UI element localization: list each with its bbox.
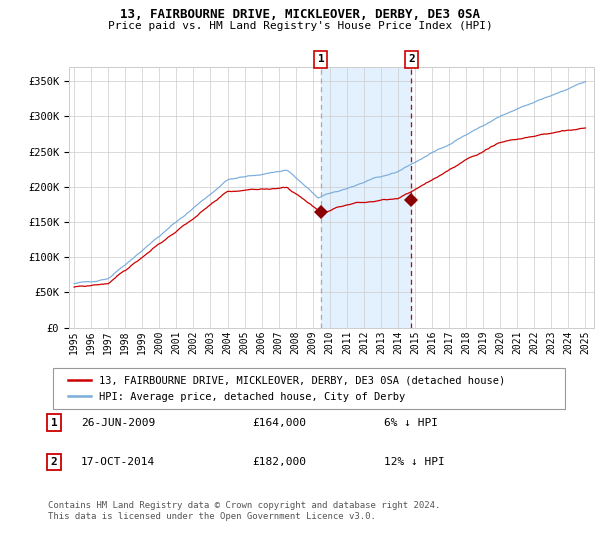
Text: £182,000: £182,000 [252, 457, 306, 467]
Text: 1996: 1996 [86, 330, 96, 354]
Text: 2024: 2024 [563, 330, 574, 354]
Text: 12% ↓ HPI: 12% ↓ HPI [384, 457, 445, 467]
Text: 2015: 2015 [410, 330, 420, 354]
Text: 2025: 2025 [580, 330, 590, 354]
Text: 6% ↓ HPI: 6% ↓ HPI [384, 418, 438, 428]
Text: 2021: 2021 [512, 330, 522, 354]
Text: Price paid vs. HM Land Registry's House Price Index (HPI): Price paid vs. HM Land Registry's House … [107, 21, 493, 31]
FancyBboxPatch shape [53, 368, 565, 409]
Text: 2019: 2019 [478, 330, 488, 354]
Text: 2005: 2005 [239, 330, 250, 354]
Text: Contains HM Land Registry data © Crown copyright and database right 2024.
This d: Contains HM Land Registry data © Crown c… [48, 501, 440, 521]
Text: 2013: 2013 [376, 330, 386, 354]
Text: 2012: 2012 [359, 330, 369, 354]
Text: 26-JUN-2009: 26-JUN-2009 [81, 418, 155, 428]
Text: 2017: 2017 [444, 330, 454, 354]
Text: 1: 1 [50, 418, 58, 428]
Text: 2011: 2011 [342, 330, 352, 354]
Text: 2016: 2016 [427, 330, 437, 354]
Text: 1995: 1995 [69, 330, 79, 354]
Legend: 13, FAIRBOURNE DRIVE, MICKLEOVER, DERBY, DE3 0SA (detached house), HPI: Average : 13, FAIRBOURNE DRIVE, MICKLEOVER, DERBY,… [64, 372, 509, 405]
Text: 2018: 2018 [461, 330, 471, 354]
Bar [321, 67, 412, 328]
Text: 2008: 2008 [291, 330, 301, 354]
Text: 1997: 1997 [103, 330, 113, 354]
Text: 2002: 2002 [188, 330, 199, 354]
Text: £164,000: £164,000 [252, 418, 306, 428]
Text: 1999: 1999 [137, 330, 147, 354]
Text: 2004: 2004 [223, 330, 233, 354]
Text: 2: 2 [50, 457, 58, 467]
Text: 2: 2 [408, 54, 415, 64]
Text: 2001: 2001 [172, 330, 181, 354]
Text: 17-OCT-2014: 17-OCT-2014 [81, 457, 155, 467]
Text: 2009: 2009 [308, 330, 318, 354]
Text: 2007: 2007 [274, 330, 284, 354]
Text: 2010: 2010 [325, 330, 335, 354]
Text: 2023: 2023 [547, 330, 556, 354]
Text: 2003: 2003 [205, 330, 215, 354]
Text: 13, FAIRBOURNE DRIVE, MICKLEOVER, DERBY, DE3 0SA: 13, FAIRBOURNE DRIVE, MICKLEOVER, DERBY,… [120, 8, 480, 21]
Text: 1998: 1998 [120, 330, 130, 354]
Text: 1: 1 [317, 54, 325, 64]
Text: 2022: 2022 [529, 330, 539, 354]
Text: 2014: 2014 [393, 330, 403, 354]
Text: 2000: 2000 [154, 330, 164, 354]
Text: 2020: 2020 [495, 330, 505, 354]
Text: 2006: 2006 [257, 330, 266, 354]
